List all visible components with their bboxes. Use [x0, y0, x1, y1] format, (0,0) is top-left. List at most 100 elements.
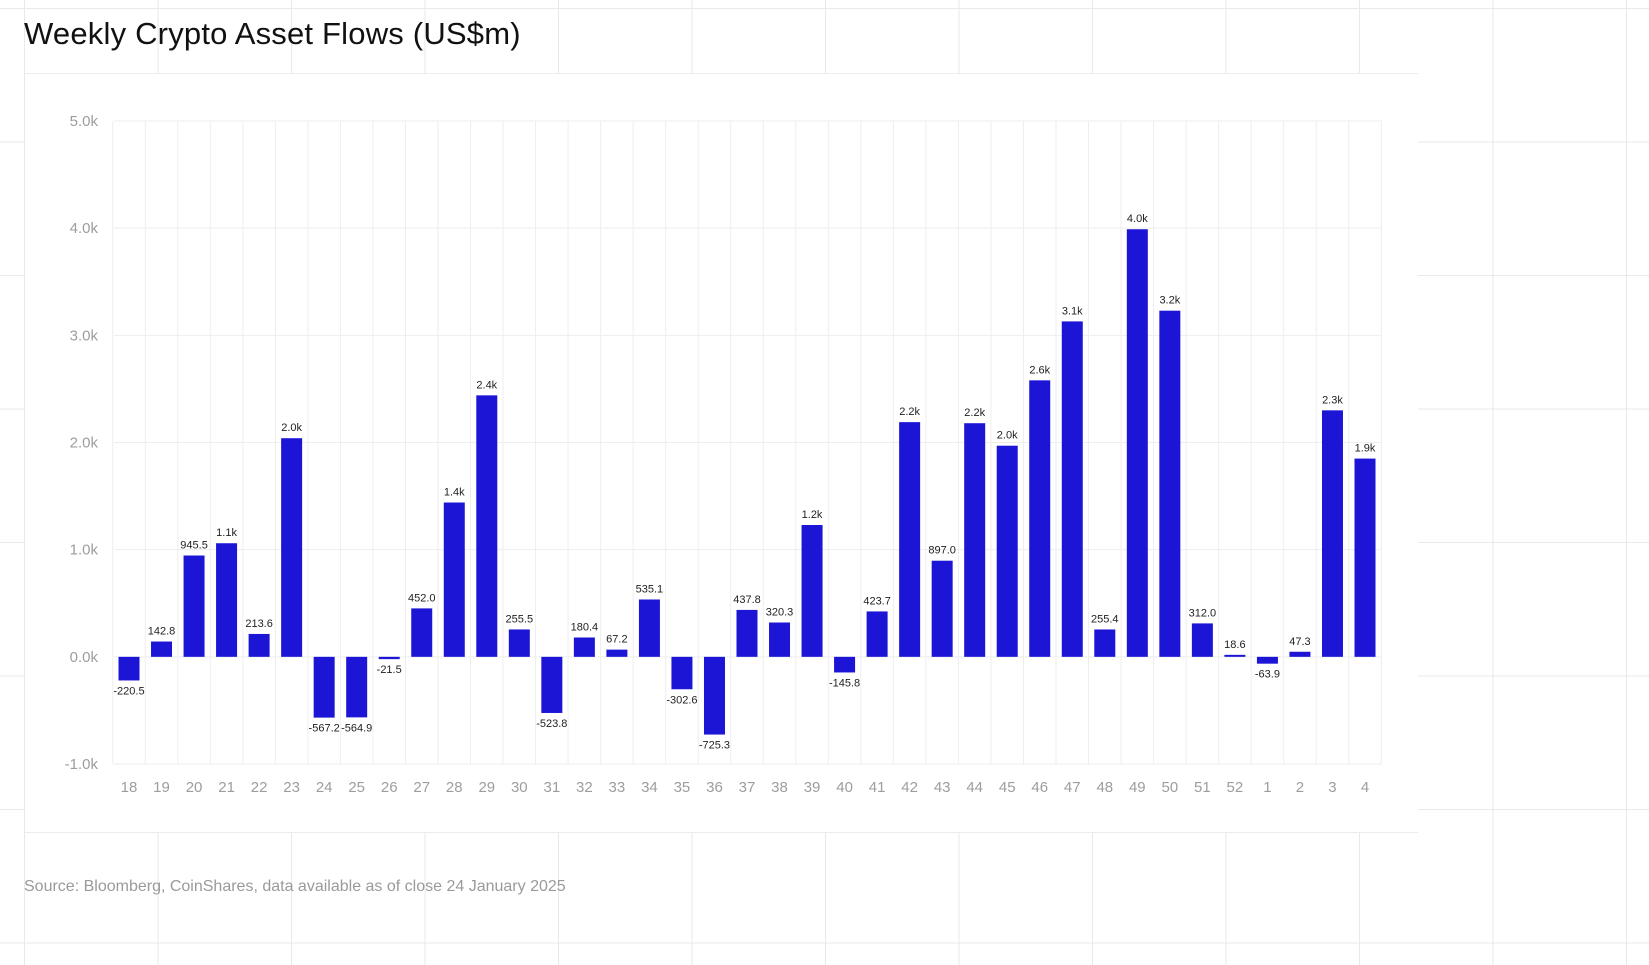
data-label: -725.3	[699, 740, 730, 752]
x-tick-label: 28	[446, 779, 463, 796]
data-label: 2.2k	[899, 406, 920, 418]
data-label: 2.2k	[964, 407, 985, 419]
data-label: 67.2	[606, 634, 627, 646]
chart-title: Weekly Crypto Asset Flows (US$m)	[24, 16, 521, 51]
data-label: -145.8	[829, 677, 860, 689]
bar	[1029, 380, 1051, 657]
data-label: 180.4	[571, 622, 599, 634]
x-tick-label: 30	[511, 779, 528, 796]
bar	[1191, 623, 1213, 657]
bar	[1094, 629, 1116, 657]
data-label: -63.9	[1255, 669, 1280, 681]
x-tick-label: 33	[609, 779, 626, 796]
bar	[281, 438, 303, 657]
data-label: 1.9k	[1355, 443, 1376, 455]
x-tick-label: 22	[251, 779, 268, 796]
bar	[1159, 310, 1181, 657]
x-tick-label: 36	[706, 779, 723, 796]
x-tick-label: 40	[836, 779, 853, 796]
x-tick-label: 29	[478, 779, 495, 796]
x-tick-label: 42	[901, 779, 918, 796]
x-tick-label: 43	[934, 779, 951, 796]
bar	[411, 608, 433, 657]
x-tick-label: 44	[966, 779, 983, 796]
data-label: 1.4k	[444, 487, 465, 499]
data-label: 3.2k	[1159, 295, 1180, 307]
data-label: 3.1k	[1062, 305, 1083, 317]
bar	[183, 555, 205, 657]
bar	[671, 656, 693, 690]
bar	[151, 641, 173, 657]
x-tick-label: 48	[1096, 779, 1113, 796]
data-label: 1.2k	[802, 509, 823, 521]
source-note: Source: Bloomberg, CoinShares, data avai…	[24, 878, 566, 895]
x-axis: 18 19 20 21 22 23 24 25 26 27 28 29 30 31 32 33 34 35 36 37…	[121, 779, 1370, 796]
x-tick-label: 31	[543, 779, 560, 796]
bar	[118, 656, 140, 681]
y-tick-label: 4.0k	[70, 220, 99, 237]
bar	[541, 656, 563, 713]
data-label: 142.8	[148, 626, 176, 638]
bar	[216, 543, 238, 657]
x-tick-label: 38	[771, 779, 788, 796]
data-label: 452.0	[408, 592, 436, 604]
y-tick-label: 0.0k	[70, 649, 99, 666]
data-label: 945.5	[180, 540, 208, 552]
bar-chart: -220.5 142.8 945.5 1.1k 213.6 2.0k -567.2 -564.…	[65, 113, 1382, 796]
bar	[638, 599, 660, 657]
bar	[378, 656, 400, 660]
x-tick-label: 26	[381, 779, 398, 796]
data-labels: -220.5 142.8 945.5 1.1k 213.6 2.0k -567.2 -564.…	[113, 213, 1375, 751]
x-tick-label: 21	[218, 779, 235, 796]
data-label: 897.0	[928, 545, 956, 557]
bars	[118, 229, 1376, 735]
data-label: 213.6	[245, 618, 273, 630]
bar	[899, 422, 921, 657]
bar	[248, 633, 270, 657]
x-tick-label: 19	[153, 779, 170, 796]
y-tick-label: 5.0k	[70, 113, 99, 130]
x-tick-label: 27	[413, 779, 430, 796]
bar	[508, 629, 530, 657]
bar	[866, 611, 888, 657]
data-label: 535.1	[636, 583, 664, 595]
data-label: 320.3	[766, 607, 794, 619]
grid-lines	[112, 120, 1382, 765]
data-label: 255.5	[506, 613, 534, 625]
x-tick-label: 24	[316, 779, 333, 796]
y-tick-label: -1.0k	[65, 756, 99, 773]
data-label: 2.0k	[281, 422, 302, 434]
bar	[1061, 321, 1083, 657]
bar	[769, 622, 791, 657]
bar	[1289, 651, 1311, 657]
data-label: -567.2	[309, 723, 340, 735]
data-label: 255.4	[1091, 613, 1119, 625]
x-tick-label: 39	[804, 779, 821, 796]
bar	[1126, 229, 1148, 657]
y-tick-label: 2.0k	[70, 435, 99, 452]
x-tick-label: 4	[1361, 779, 1369, 796]
x-tick-label: 34	[641, 779, 658, 796]
data-label: -523.8	[536, 718, 567, 730]
x-tick-label: 50	[1161, 779, 1178, 796]
x-tick-label: 49	[1129, 779, 1146, 796]
x-tick-label: 35	[674, 779, 691, 796]
y-tick-label: 1.0k	[70, 542, 99, 559]
x-tick-label: 23	[283, 779, 300, 796]
x-tick-label: 25	[348, 779, 365, 796]
data-label: -21.5	[377, 664, 402, 676]
data-label: 47.3	[1289, 636, 1310, 648]
bar	[736, 609, 758, 657]
data-label: 1.1k	[216, 527, 237, 539]
bar	[606, 649, 628, 657]
bar	[1224, 654, 1246, 657]
data-label: -564.9	[341, 722, 372, 734]
y-tick-label: 3.0k	[70, 327, 99, 344]
bar	[573, 637, 595, 657]
data-label: 2.6k	[1029, 364, 1050, 376]
data-label: 437.8	[733, 594, 761, 606]
data-label: -302.6	[666, 694, 697, 706]
x-tick-label: 3	[1328, 779, 1336, 796]
bar	[346, 656, 368, 718]
data-label: 4.0k	[1127, 213, 1148, 225]
